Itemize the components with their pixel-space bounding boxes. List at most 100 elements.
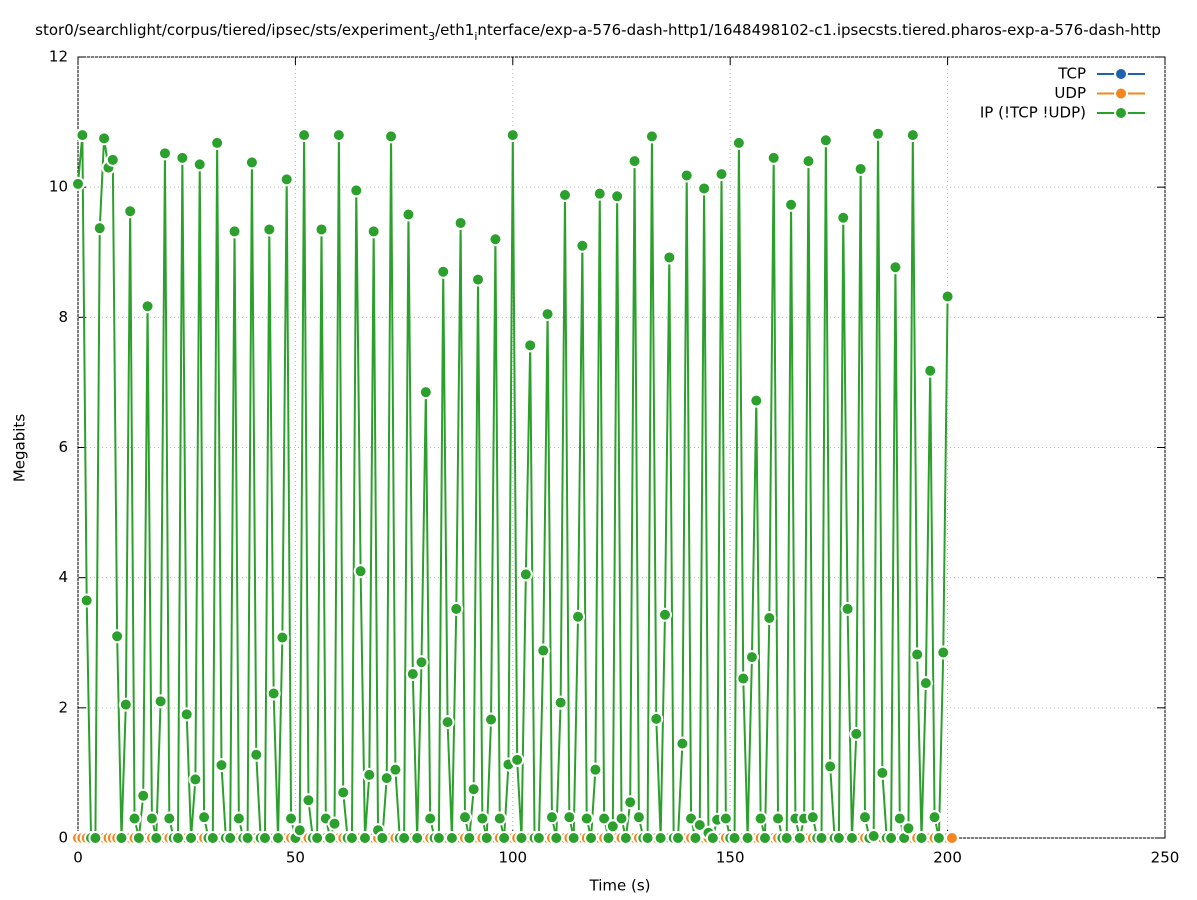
x-tick-label: 100 [498, 849, 527, 867]
data-point [705, 831, 720, 845]
legend-marker [1114, 86, 1128, 101]
data-point [384, 129, 399, 144]
data-point [731, 135, 746, 150]
data-point [492, 811, 507, 826]
data-point [866, 829, 881, 844]
data-point [662, 250, 677, 265]
y-tick-label: 12 [49, 48, 68, 66]
data-point [584, 831, 599, 845]
data-point [692, 817, 707, 832]
data-point [914, 831, 929, 845]
data-point [588, 762, 603, 777]
x-tick-label: 250 [1151, 849, 1180, 867]
data-point [936, 645, 951, 660]
data-point [297, 128, 312, 143]
data-point [536, 643, 551, 658]
data-point [801, 154, 816, 169]
data-point [640, 831, 655, 845]
data-point [157, 146, 172, 161]
data-point [466, 782, 481, 797]
data-point [618, 831, 633, 845]
data-point [262, 222, 277, 237]
title-part: stor0/searchlight/corpus/tiered/ipsec/st… [35, 21, 428, 39]
data-point [327, 816, 342, 831]
data-point [901, 821, 916, 836]
title-part: nterface/exp-a-576-dash-http1/1648498102… [477, 21, 1160, 39]
data-point [123, 204, 138, 219]
data-point [162, 811, 177, 826]
data-point [484, 712, 499, 727]
data-point [766, 150, 781, 165]
y-axis-label: Megabits [11, 414, 29, 482]
data-point [488, 232, 503, 247]
y-tick-label: 6 [58, 438, 68, 456]
x-tick-label: 50 [286, 849, 305, 867]
legend-label: UDP [1054, 84, 1086, 102]
title-part: 3 [428, 30, 435, 43]
data-point [823, 759, 838, 774]
data-point [88, 831, 103, 845]
data-point [497, 831, 512, 845]
data-point [175, 150, 190, 165]
data-point [753, 811, 768, 826]
data-point [240, 831, 255, 845]
data-point [375, 831, 390, 845]
data-point [362, 767, 377, 782]
data-point [249, 747, 264, 762]
data-point [831, 831, 846, 845]
data-point [653, 831, 668, 845]
data-point [344, 831, 359, 845]
data-point [453, 215, 468, 230]
data-point [118, 697, 133, 712]
data-point [179, 707, 194, 722]
data-point [740, 831, 755, 845]
data-point [601, 831, 616, 845]
data-point [840, 601, 855, 616]
data-point [910, 647, 925, 662]
x-tick-label: 200 [933, 849, 962, 867]
data-point [505, 128, 520, 143]
data-point [675, 736, 690, 751]
data-point [818, 133, 833, 148]
data-point [918, 676, 933, 691]
data-point [623, 795, 638, 810]
data-point [275, 630, 290, 645]
data-point [844, 831, 859, 845]
data-point [266, 686, 281, 701]
data-point [749, 393, 764, 408]
data-point [97, 131, 112, 146]
data-point [905, 128, 920, 143]
data-point [353, 564, 368, 579]
data-point [679, 168, 694, 183]
data-point [875, 765, 890, 780]
data-point [923, 363, 938, 378]
data-point [579, 811, 594, 826]
x-tick-label: 150 [716, 849, 745, 867]
data-point [849, 726, 864, 741]
chart-title: stor0/searchlight/corpus/tiered/ipsec/st… [35, 21, 1161, 43]
data-point [762, 611, 777, 626]
data-point [718, 811, 733, 826]
data-point [388, 762, 403, 777]
data-point [214, 758, 229, 773]
data-point [349, 183, 364, 198]
data-point [644, 129, 659, 144]
data-point [79, 593, 94, 608]
data-point [610, 189, 625, 204]
data-point [171, 831, 186, 845]
legend-marker [1114, 106, 1128, 120]
data-point [540, 307, 555, 322]
data-point [271, 831, 286, 845]
data-point [657, 607, 672, 622]
data-point [940, 289, 955, 304]
data-point [244, 155, 259, 170]
data-point [697, 181, 712, 196]
data-point [836, 210, 851, 225]
data-point [614, 811, 629, 826]
data-point [514, 831, 529, 845]
data-point [92, 221, 107, 236]
data-point [401, 207, 416, 222]
data-point [257, 831, 272, 845]
data-point [931, 831, 946, 845]
